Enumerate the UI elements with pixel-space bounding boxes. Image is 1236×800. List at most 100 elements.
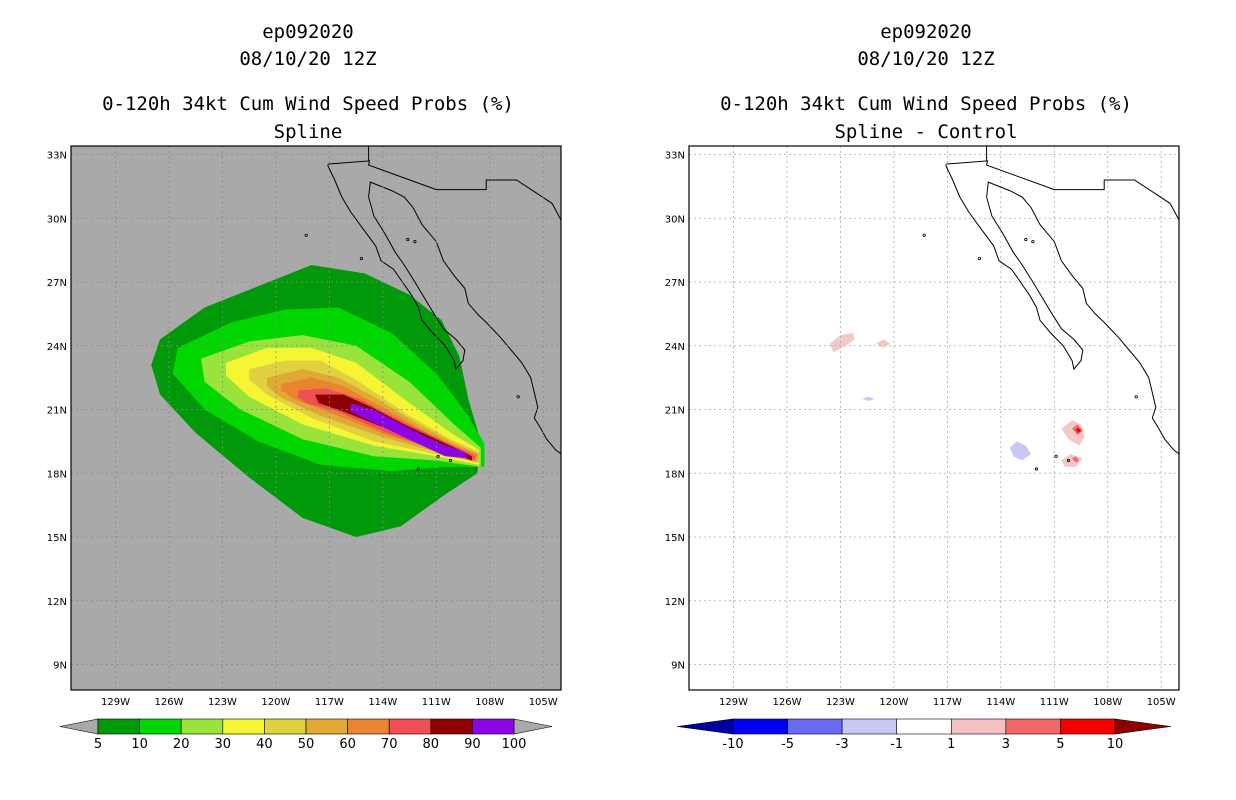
colorbar-swatch <box>1060 718 1116 735</box>
x-tick-label: 120W <box>879 697 908 708</box>
colorbar-swatch <box>222 718 265 735</box>
x-tick-label: 129W <box>719 697 748 708</box>
x-tick-label: 114W <box>368 697 397 708</box>
island-mark <box>448 458 453 463</box>
left-map-frame <box>70 145 562 691</box>
x-tick-label: 120W <box>261 697 290 708</box>
left-title-date: 08/10/20 12Z <box>239 48 376 70</box>
colorbar-swatch <box>388 718 432 735</box>
contour-3-region <box>1072 456 1080 463</box>
x-tick-label: 108W <box>475 697 504 708</box>
y-tick-label: 24N <box>665 342 685 353</box>
y-tick-label: 27N <box>47 278 67 289</box>
y-tick-label: 9N <box>53 661 67 672</box>
colorbar-swatch <box>97 718 140 735</box>
colorbar-label: 60 <box>339 737 356 752</box>
right-map-panel: 129W 126W 123W 120W 117W 114W 111W 108W 105W 9N 12… <box>665 145 1180 708</box>
x-tick-label: 126W <box>155 697 184 708</box>
colorbar-label: 30 <box>215 737 232 752</box>
colorbar-label: 20 <box>173 737 190 752</box>
colorbar-high-arrow <box>513 718 553 735</box>
right-coastline <box>922 146 1179 471</box>
colorbar-swatch <box>732 718 788 735</box>
island-mark <box>1034 467 1039 471</box>
x-tick-label: 129W <box>101 697 130 708</box>
coastline-path <box>327 164 561 455</box>
y-tick-label: 33N <box>665 151 685 162</box>
colorbar-swatch <box>430 718 473 735</box>
left-title-product: 0-120h 34kt Cum Wind Speed Probs (%) <box>102 93 514 115</box>
left-title-method: Spline <box>274 121 343 143</box>
x-tick-label: 126W <box>773 697 802 708</box>
colorbar-low-arrow <box>676 718 734 735</box>
colorbar-high-arrow <box>1114 718 1172 735</box>
y-tick-label: 12N <box>665 597 685 608</box>
colorbar-label: 10 <box>131 737 148 752</box>
right-colorbar: -10 -5 -3 -1 1 3 5 10 <box>676 718 1172 752</box>
island-mark <box>1031 240 1035 244</box>
y-tick-label: 21N <box>665 406 685 417</box>
y-tick-label: 24N <box>47 342 67 353</box>
colorbar-swatch <box>305 718 348 735</box>
y-tick-label: 15N <box>665 533 685 544</box>
colorbar-swatch <box>1005 718 1061 735</box>
contour-90-region <box>350 403 469 459</box>
right-title-product: 0-120h 34kt Cum Wind Speed Probs (%) <box>720 93 1132 115</box>
colorbar-swatch <box>787 718 843 735</box>
island-mark <box>516 395 520 399</box>
island-mark <box>1024 237 1028 242</box>
colorbar-label: 10 <box>1107 737 1124 752</box>
island-mark <box>1054 454 1058 458</box>
left-coastline <box>304 146 561 471</box>
contour-5-region <box>1075 427 1081 433</box>
left-colorbar: 5 10 20 30 40 50 60 70 80 90 100 <box>59 718 553 752</box>
colorbar-label: 80 <box>423 737 440 752</box>
island-mark <box>416 467 421 471</box>
colorbar-label: 50 <box>298 737 315 752</box>
island-mark <box>436 454 440 458</box>
y-tick-label: 18N <box>47 469 67 480</box>
island-mark <box>406 237 410 242</box>
y-tick-label: 12N <box>47 597 67 608</box>
contour-1-region <box>1061 454 1083 467</box>
left-title-storm: ep092020 <box>262 21 354 43</box>
colorbar-label: 3 <box>1002 737 1010 752</box>
y-tick-label: 15N <box>47 533 67 544</box>
colorbar-label: 100 <box>502 737 527 752</box>
colorbar-low-arrow <box>59 718 99 735</box>
colorbar-label: 90 <box>464 737 481 752</box>
y-tick-label: 30N <box>665 214 685 225</box>
y-tick-label: 21N <box>47 406 67 417</box>
island-mark <box>977 256 982 261</box>
x-tick-label: 105W <box>1147 697 1176 708</box>
right-gridlines <box>689 146 1179 690</box>
island-mark <box>922 233 926 237</box>
right-title-date: 08/10/20 12Z <box>857 48 994 70</box>
x-tick-label: 111W <box>1040 697 1069 708</box>
x-tick-label: 111W <box>422 697 451 708</box>
colorbar-label: 5 <box>1056 737 1064 752</box>
colorbar-label: -3 <box>836 737 849 752</box>
island-mark <box>1134 395 1138 399</box>
colorbar-swatch <box>139 718 182 735</box>
colorbar-swatch <box>264 718 307 735</box>
island-mark <box>413 240 417 244</box>
coastline-path <box>945 164 1179 455</box>
y-tick-label: 27N <box>665 278 685 289</box>
left-gridlines <box>71 146 561 690</box>
x-tick-label: 105W <box>529 697 558 708</box>
left-map-panel: 129W 126W 123W 120W 117W 114W 111W 108W 105W 9N 12… <box>47 145 562 708</box>
y-tick-label: 33N <box>47 151 67 162</box>
right-map-frame <box>688 145 1180 691</box>
x-tick-label: 117W <box>315 697 344 708</box>
colorbar-swatch <box>896 718 952 735</box>
colorbar-label: 40 <box>256 737 273 752</box>
right-title-method: Spline - Control <box>834 121 1017 143</box>
x-tick-label: 117W <box>933 697 962 708</box>
colorbar-swatch <box>347 718 390 735</box>
right-title-storm: ep092020 <box>880 21 972 43</box>
colorbar-swatch <box>180 718 224 735</box>
colorbar-label: 5 <box>94 737 102 752</box>
border-path <box>945 160 1179 221</box>
x-tick-label: 114W <box>986 697 1015 708</box>
